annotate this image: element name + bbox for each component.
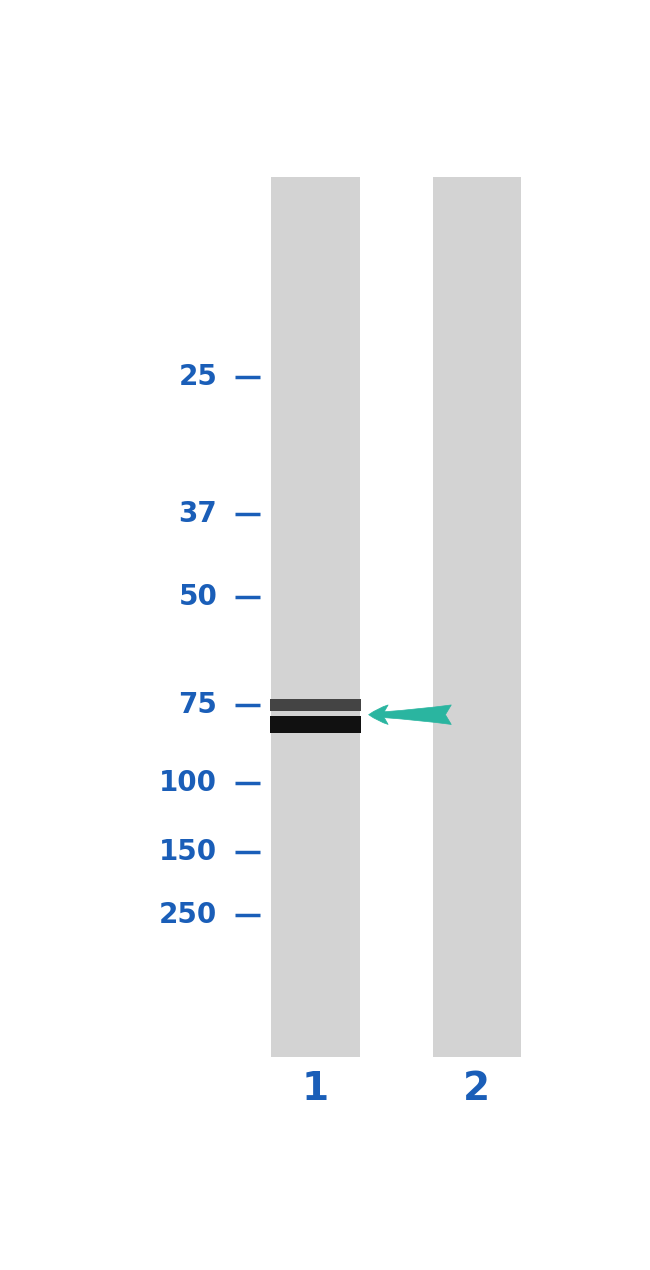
Text: 37: 37 (179, 500, 217, 528)
Text: 2: 2 (463, 1071, 490, 1109)
Text: 250: 250 (159, 902, 217, 930)
Text: 25: 25 (178, 363, 217, 391)
Text: 1: 1 (302, 1071, 329, 1109)
Bar (270, 716, 361, 733)
Text: 100: 100 (159, 770, 217, 798)
Text: 150: 150 (159, 838, 217, 866)
Text: 75: 75 (178, 691, 217, 719)
Bar (433, 177, 521, 1057)
Text: 50: 50 (178, 583, 217, 611)
Bar (272, 177, 359, 1057)
Bar (270, 698, 361, 711)
